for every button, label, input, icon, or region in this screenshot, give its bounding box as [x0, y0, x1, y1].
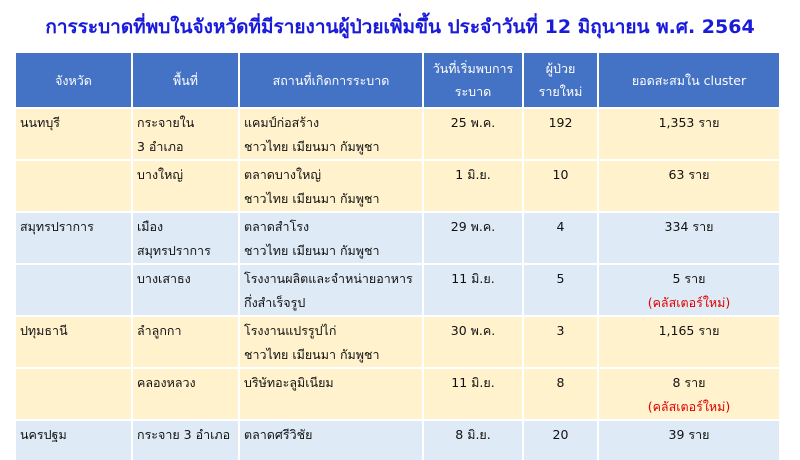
- total-value: 39 ราย: [668, 427, 710, 442]
- header-date-line2: ระบาด: [454, 84, 492, 99]
- place-line: ชาวไทย เมียนมา กัมพูชา: [244, 139, 380, 154]
- table-row: บางเสาธง โรงงานผลิตและจำหน่ายอาหารกึ่งสำเ…: [14, 263, 781, 316]
- place-line: กึ่งสำเร็จรูป: [244, 295, 306, 310]
- cell-new-cases: 5: [522, 263, 599, 316]
- total-value: 63 ราย: [668, 167, 710, 182]
- new-cluster-note: (คลัสเตอร์ใหม่): [647, 399, 731, 414]
- cell-new-cases: 8: [522, 367, 599, 420]
- area-line: 3 อำเภอ: [137, 139, 184, 154]
- cell-new-cases: 3: [522, 315, 599, 368]
- table-row: นนทบุรี กระจายใน 3 อำเภอ แคมป์ก่อสร้างชาวไท…: [14, 107, 781, 160]
- header-cluster-total: ยอดสะสมใน cluster: [597, 51, 781, 109]
- cell-date: 11 มิ.ย.: [422, 263, 524, 316]
- header-new-line2: รายใหม่: [538, 84, 583, 99]
- header-area: พื้นที่: [131, 51, 240, 109]
- cell-new-cases: 192: [522, 107, 599, 160]
- cell-cluster-total: 334 ราย: [597, 211, 781, 264]
- place-line: ตลาดสำโรง: [244, 219, 310, 234]
- cell-province: นนทบุรี: [14, 107, 133, 160]
- area-line: กระจาย 3 อำเภอ: [137, 427, 231, 442]
- cell-area: ลำลูกกา: [131, 315, 240, 368]
- area-line: เมือง: [137, 219, 164, 234]
- table-row: บางใหญ่ ตลาดบางใหญ่ชาวไทย เมียนมา กัมพูชา…: [14, 159, 781, 212]
- area-line: กระจายใน: [137, 115, 195, 130]
- cell-place: ตลาดบางใหญ่ชาวไทย เมียนมา กัมพูชา: [238, 159, 424, 212]
- cell-date: 11 มิ.ย.: [422, 367, 524, 420]
- place-line: ตลาดศรีวิชัย: [244, 427, 313, 442]
- cell-place: โรงงานผลิตและจำหน่ายอาหารกึ่งสำเร็จรูป: [238, 263, 424, 316]
- cell-place: โรงงานแปรรูปไก่ชาวไทย เมียนมา กัมพูชา: [238, 315, 424, 368]
- cell-province: ปทุมธานี: [14, 315, 133, 368]
- place-line: ตลาดบางใหญ่: [244, 167, 321, 182]
- header-new-cases: ผู้ป่วยรายใหม่: [522, 51, 599, 109]
- cell-cluster-total: 39 ราย: [597, 419, 781, 460]
- place-line: โรงงานแปรรูปไก่: [244, 323, 337, 338]
- cell-cluster-total: 5 ราย (คลัสเตอร์ใหม่): [597, 263, 781, 316]
- cell-place: ตลาดศรีวิชัย: [238, 419, 424, 460]
- total-value: 1,353 ราย: [658, 115, 720, 130]
- area-line: คลองหลวง: [137, 375, 196, 390]
- table-row: คลองหลวง บริษัทอะลูมิเนียม 11 มิ.ย. 8 8 ราย (…: [14, 367, 781, 420]
- outbreak-table: จังหวัด พื้นที่ สถานที่เกิดการระบาด วันท…: [14, 51, 781, 460]
- place-line: ชาวไทย เมียนมา กัมพูชา: [244, 243, 380, 258]
- page-title: การระบาดที่พบในจังหวัดที่มีรายงานผู้ป่วย…: [45, 16, 755, 38]
- cell-date: 25 พ.ค.: [422, 107, 524, 160]
- header-place: สถานที่เกิดการระบาด: [238, 51, 424, 109]
- header-new-line1: ผู้ป่วย: [545, 61, 576, 76]
- total-value: 5 ราย: [672, 271, 706, 286]
- table-row: ปทุมธานี ลำลูกกา โรงงานแปรรูปไก่ชาวไทย เมี…: [14, 315, 781, 368]
- area-line: ลำลูกกา: [137, 323, 182, 338]
- cell-area: คลองหลวง: [131, 367, 240, 420]
- cell-date: 30 พ.ค.: [422, 315, 524, 368]
- cell-province: [14, 263, 133, 316]
- table-header: จังหวัด พื้นที่ สถานที่เกิดการระบาด วันท…: [14, 51, 781, 109]
- cell-province: สมุทรปราการ: [14, 211, 133, 264]
- cell-new-cases: 20: [522, 419, 599, 460]
- header-date: วันที่เริ่มพบการระบาด: [422, 51, 524, 109]
- place-line: บริษัทอะลูมิเนียม: [244, 375, 334, 390]
- header-province: จังหวัด: [14, 51, 133, 109]
- cell-province: นครปฐม: [14, 419, 133, 460]
- cell-date: 29 พ.ค.: [422, 211, 524, 264]
- place-line: ชาวไทย เมียนมา กัมพูชา: [244, 191, 380, 206]
- cell-place: ตลาดสำโรงชาวไทย เมียนมา กัมพูชา: [238, 211, 424, 264]
- area-line: บางใหญ่: [137, 167, 184, 182]
- cell-date: 1 มิ.ย.: [422, 159, 524, 212]
- table-row: สมุทรปราการ เมือง สมุทรปราการ ตลาดสำโรง ชาวไ…: [14, 211, 781, 264]
- cell-cluster-total: 63 ราย: [597, 159, 781, 212]
- cell-province: [14, 159, 133, 212]
- cell-place: บริษัทอะลูมิเนียม: [238, 367, 424, 420]
- cell-place: แคมป์ก่อสร้างชาวไทย เมียนมา กัมพูชา: [238, 107, 424, 160]
- cell-date: 8 มิ.ย.: [422, 419, 524, 460]
- place-line: โรงงานผลิตและจำหน่ายอาหาร: [244, 271, 413, 286]
- cell-new-cases: 10: [522, 159, 599, 212]
- header-date-line1: วันที่เริ่มพบการ: [432, 61, 514, 76]
- new-cluster-note: (คลัสเตอร์ใหม่): [647, 295, 731, 310]
- cell-cluster-total: 1,165 ราย: [597, 315, 781, 368]
- total-value: 8 ราย: [672, 375, 706, 390]
- cell-area: เมืองสมุทรปราการ: [131, 211, 240, 264]
- cell-area: กระจาย 3 อำเภอ: [131, 419, 240, 460]
- area-line: บางเสาธง: [137, 271, 191, 286]
- cell-area: บางใหญ่: [131, 159, 240, 212]
- cell-cluster-total: 1,353 ราย: [597, 107, 781, 160]
- total-value: 1,165 ราย: [658, 323, 720, 338]
- table-row: นครปฐม กระจาย 3 อำเภอ ตลาดศรีวิชัย 8 มิ.ย. 2…: [14, 419, 781, 460]
- place-line: ชาวไทย เมียนมา กัมพูชา: [244, 347, 380, 362]
- cell-cluster-total: 8 ราย (คลัสเตอร์ใหม่): [597, 367, 781, 420]
- cell-area: บางเสาธง: [131, 263, 240, 316]
- cell-new-cases: 4: [522, 211, 599, 264]
- place-line: แคมป์ก่อสร้าง: [244, 115, 320, 130]
- cell-area: กระจายใน 3 อำเภอ: [131, 107, 240, 160]
- area-line: สมุทรปราการ: [137, 243, 211, 258]
- cell-province: [14, 367, 133, 420]
- total-value: 334 ราย: [664, 219, 714, 234]
